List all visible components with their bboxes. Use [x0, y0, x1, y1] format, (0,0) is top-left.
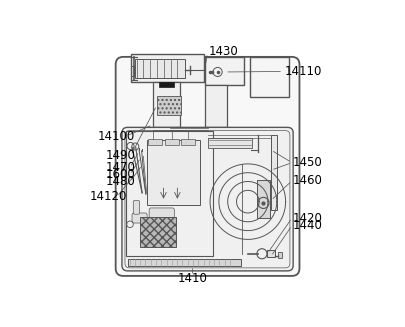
- Bar: [157, 96, 181, 115]
- Text: 14100: 14100: [98, 130, 135, 143]
- Bar: [250, 57, 290, 97]
- Bar: [165, 139, 179, 145]
- Bar: [126, 131, 213, 256]
- Text: 1600: 1600: [106, 168, 135, 181]
- Bar: [258, 180, 269, 218]
- Bar: [140, 217, 176, 247]
- Text: 1420: 1420: [293, 212, 323, 225]
- Text: 1450: 1450: [293, 156, 323, 169]
- Text: 14110: 14110: [284, 65, 322, 78]
- Text: 14120: 14120: [89, 190, 127, 203]
- Text: 1480: 1480: [106, 175, 135, 188]
- Bar: [147, 140, 200, 205]
- FancyBboxPatch shape: [122, 128, 293, 271]
- FancyBboxPatch shape: [116, 57, 299, 276]
- Bar: [131, 54, 204, 82]
- FancyBboxPatch shape: [133, 200, 140, 214]
- Bar: [208, 138, 252, 147]
- Bar: [159, 82, 174, 87]
- Bar: [131, 66, 134, 76]
- Bar: [277, 252, 282, 258]
- FancyBboxPatch shape: [149, 208, 174, 218]
- Text: 1440: 1440: [293, 219, 323, 232]
- Bar: [148, 139, 162, 145]
- Bar: [153, 82, 180, 127]
- Bar: [128, 259, 241, 266]
- Text: 1490: 1490: [106, 149, 135, 162]
- Bar: [181, 139, 195, 145]
- Bar: [267, 250, 275, 257]
- Bar: [134, 60, 185, 78]
- FancyBboxPatch shape: [132, 213, 147, 223]
- Text: 1470: 1470: [106, 161, 135, 174]
- Bar: [205, 85, 227, 127]
- Bar: [271, 135, 277, 211]
- Text: 1410: 1410: [177, 272, 207, 285]
- Text: 1430: 1430: [209, 45, 239, 58]
- Text: 1460: 1460: [293, 174, 323, 187]
- Bar: [205, 57, 243, 85]
